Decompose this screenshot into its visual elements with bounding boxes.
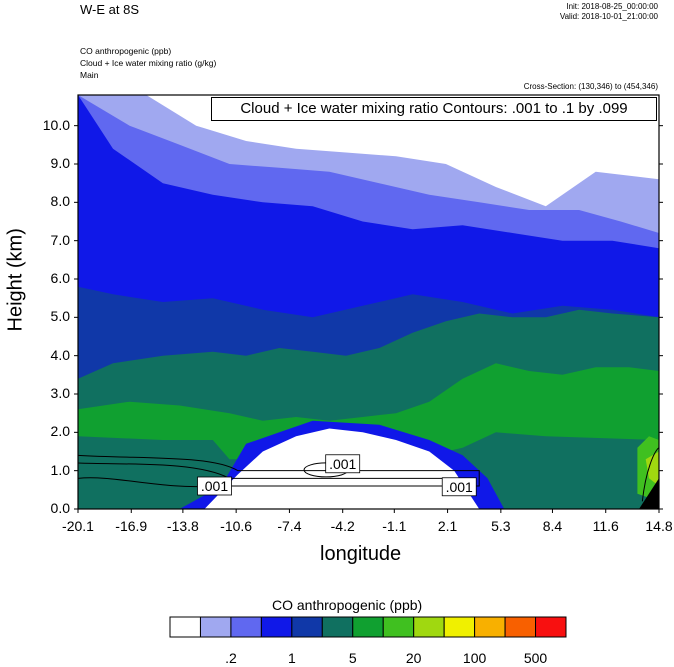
x-tick-label: -10.6 [220,518,253,534]
colorbar-tick-label: 20 [405,650,422,666]
page-title: W-E at 8S [80,2,140,17]
colorbar-swatch [535,616,567,638]
y-tick-label: 6.0 [50,270,70,286]
colorbar-swatch [474,616,506,638]
init-time: Init: 2018-08-25_00:00:00 [566,2,658,11]
colorbar-swatch [413,616,445,638]
y-tick-label: 0.0 [50,500,70,516]
x-tick-label: 14.8 [645,518,673,534]
colorbar-tick-label: 100 [462,650,487,666]
y-tick-label: 9.0 [50,155,70,171]
colorbar-swatch [443,616,476,638]
colorbar-swatch [230,616,262,638]
x-tick-label: 8.4 [542,518,563,534]
contour-label-box [441,477,477,497]
contour-label: .001 [329,456,356,472]
y-tick-label: 8.0 [50,193,70,210]
colorbar-swatch [199,616,232,638]
concentration-band-3 [146,95,659,207]
y-tick-label: 1.0 [50,461,70,478]
x-tick-label: 2.1 [437,518,458,534]
x-tick-label: 11.6 [592,518,619,534]
colorbar-swatch [169,616,201,638]
y-tick-label: 4.0 [50,346,70,363]
x-tick-label: 5.3 [491,518,511,534]
x-tick-label: -1.1 [382,518,407,534]
colorbar-swatch [382,616,415,638]
colorbar-tick-label: 1 [287,650,296,666]
cross-section-label: Cross-Section: (130,346) to (454,346) [523,82,658,91]
colorbar-swatch [291,616,323,638]
field-label-main: Main [80,70,99,80]
contour-info-box: Cloud + Ice water mixing ratio Contours:… [211,97,657,121]
colorbar-tick-label: 5 [348,650,357,666]
x-axis-label: longitude [320,543,402,565]
field-label-co: CO anthropogenic (ppb) [80,46,172,56]
y-axis-label: Height (km) [4,228,27,332]
colorbar-swatch [504,616,537,638]
cloud-contour-line [78,454,480,488]
x-tick-label: -13.8 [166,518,199,534]
plot-frame [77,94,660,510]
contour-label: .001 [201,478,228,494]
cloud-contour-line-inner [78,447,659,502]
x-tick-label: -7.4 [277,518,302,534]
contour-label-box [325,454,361,474]
x-tick-label: -4.2 [330,518,355,534]
contour-label-box [197,476,232,496]
concentration-band-11 [645,451,659,486]
colorbar-swatch [260,616,293,638]
y-tick-label: 2.0 [50,423,70,440]
valid-time: Valid: 2018-10-01_21:00:00 [559,12,658,21]
contour-label: .001 [446,479,473,495]
colorbar-tick-label: 500 [523,650,548,666]
y-tick-label: 10.0 [42,116,70,133]
x-tick-label: -16.9 [115,518,148,534]
colorbar-swatch [321,616,354,638]
y-tick-label: 3.0 [50,385,70,401]
y-tick-label: 7.0 [50,231,70,248]
concentration-band-12 [639,478,659,509]
field-label-cloud: Cloud + Ice water mixing ratio (g/kg) [80,58,217,68]
x-tick-label: -20.1 [62,518,94,534]
colorbar-swatch [352,616,384,638]
colorbar-title: CO anthropogenic (ppb) [272,597,423,613]
colorbar-tick-label: .2 [225,650,237,666]
y-tick-label: 5.0 [50,308,70,325]
